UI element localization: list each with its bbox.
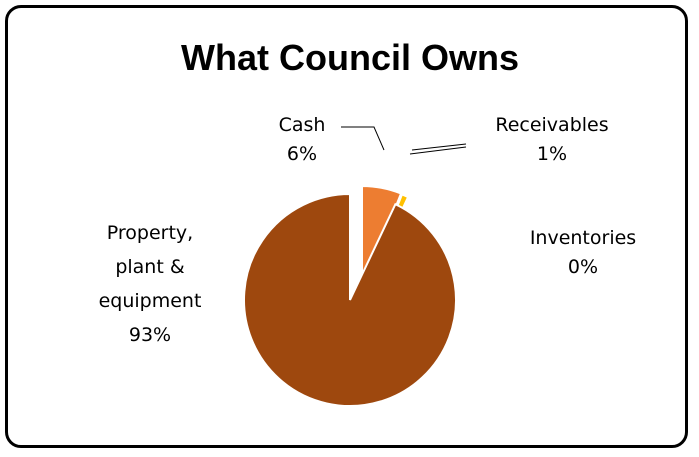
leader-line-cash [341, 126, 385, 151]
leader-line-receivables [411, 143, 467, 151]
data-label-property-plant-equipment: Property, plant & equipment 93% [99, 222, 202, 346]
leader-line-inventories [409, 146, 467, 155]
data-label-inventories: Inventories 0% [530, 227, 636, 278]
data-label-line: Inventories [530, 227, 636, 249]
pie-slice-property-plant-equipment [243, 192, 457, 407]
data-label-line: Receivables [495, 114, 608, 136]
data-label-line: 0% [568, 256, 598, 278]
data-label-line: 93% [129, 324, 171, 346]
data-label-line: 6% [287, 143, 317, 165]
chart-title: What Council Owns [181, 37, 519, 78]
data-label-receivables: Receivables 1% [495, 114, 608, 165]
data-label-line: Property, [107, 222, 193, 244]
data-label-line: equipment [99, 290, 202, 312]
data-label-cash: Cash 6% [279, 114, 326, 165]
data-label-line: 1% [537, 143, 567, 165]
data-label-line: Cash [279, 114, 326, 136]
data-label-line: plant & [115, 256, 185, 278]
